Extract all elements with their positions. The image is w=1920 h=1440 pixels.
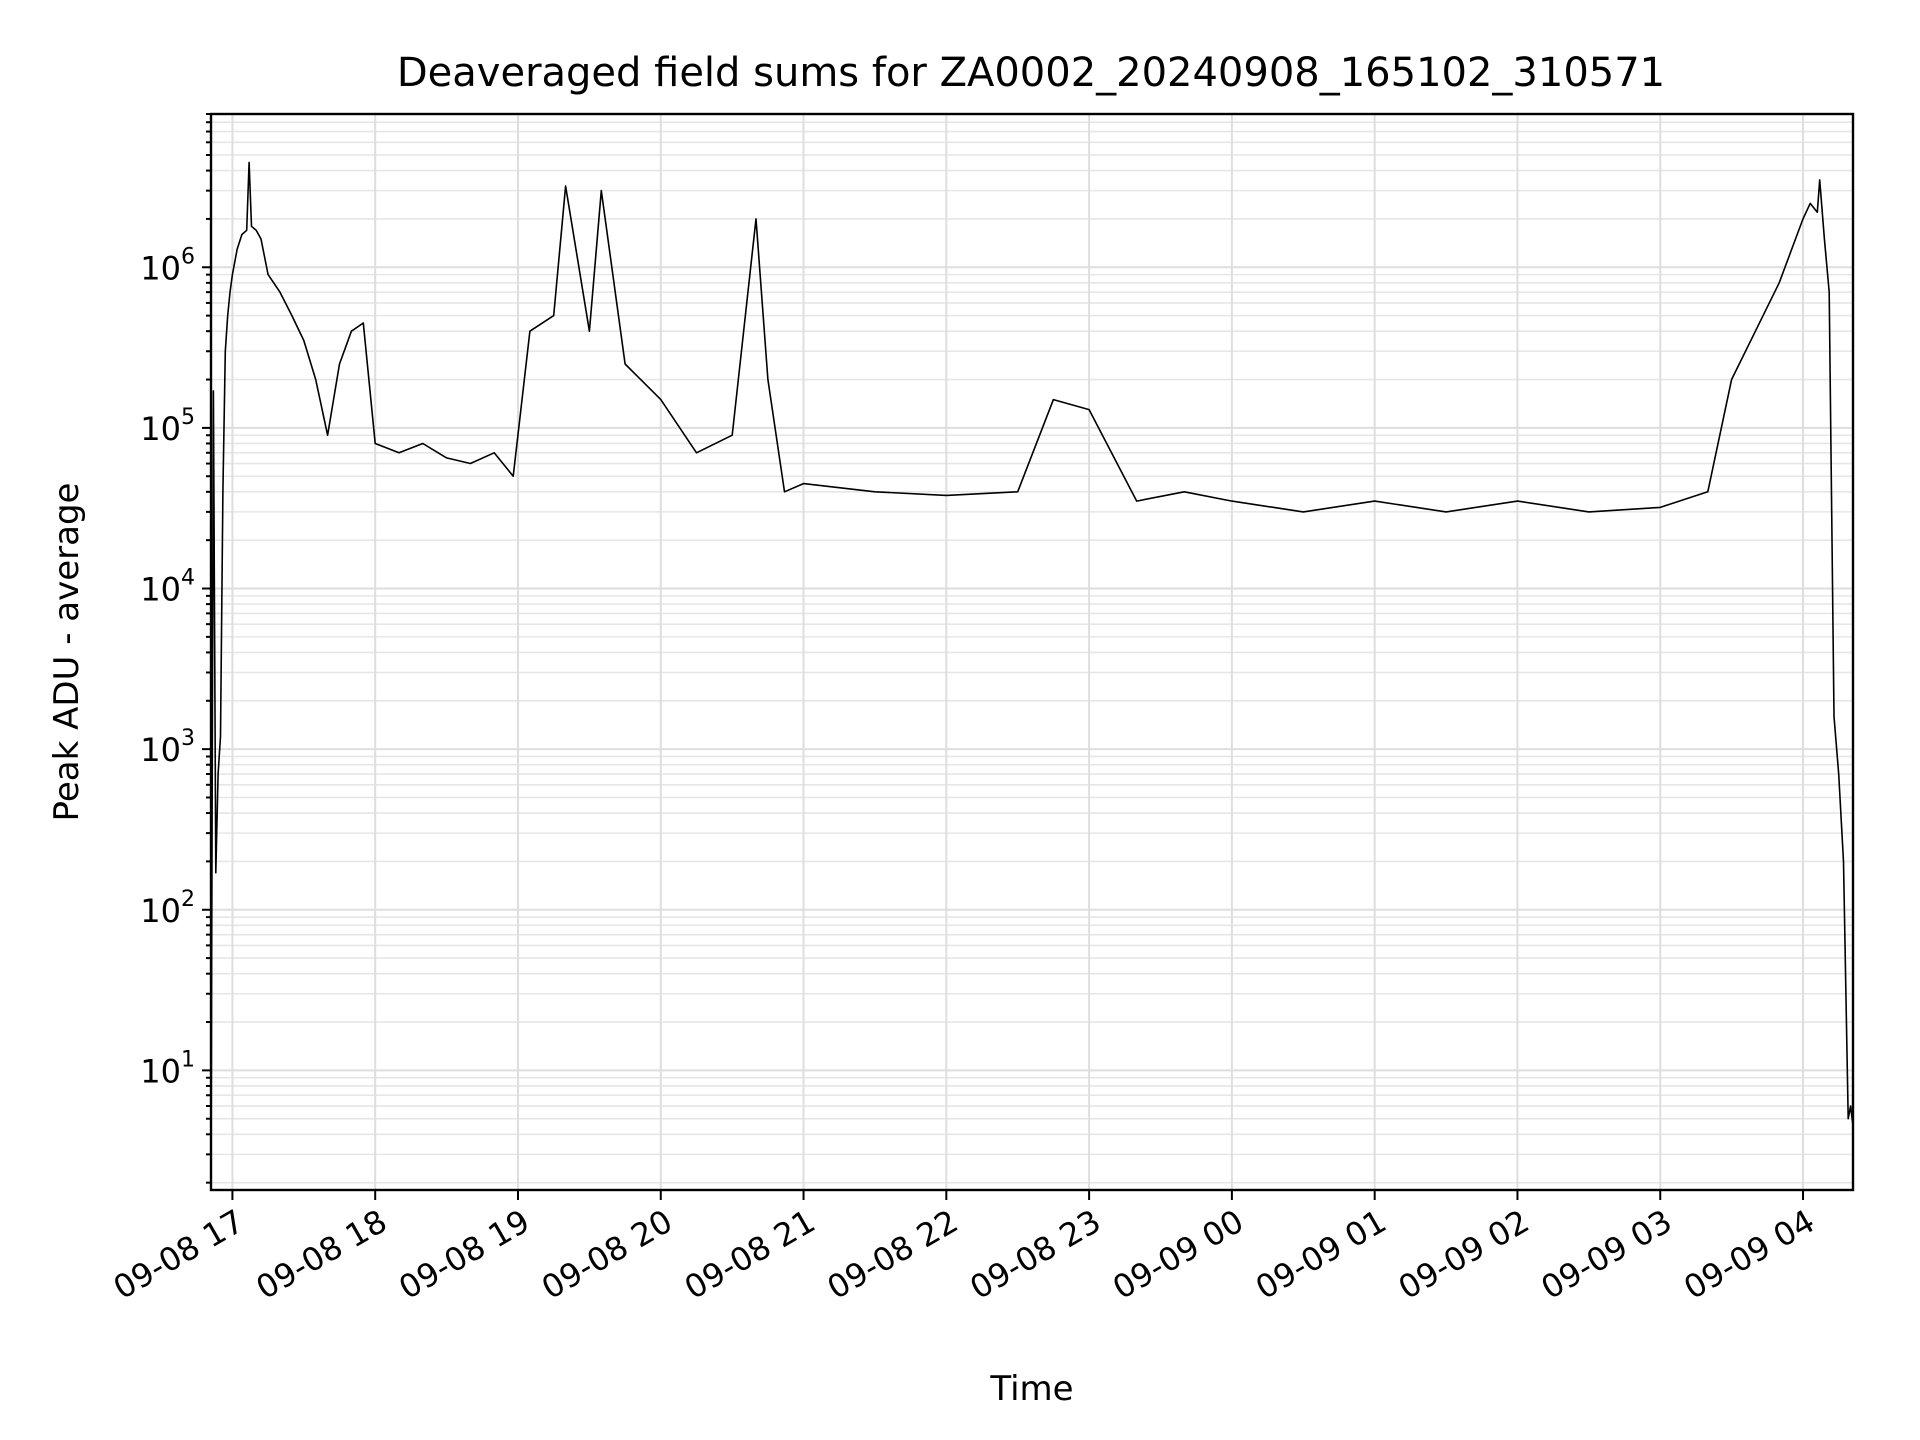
y-axis-label: Peak ADU - average bbox=[47, 483, 87, 822]
x-axis-ticks: 09-08 17 09-08 18 09-08 19 09-08 20 09-08 21… bbox=[107, 1190, 1821, 1307]
x-tick-label: 09-08 17 bbox=[107, 1202, 251, 1307]
y-axis-ticks: 101 102 103 104 105 106 bbox=[140, 244, 211, 1090]
x-tick-label: 09-08 21 bbox=[678, 1202, 822, 1307]
y-tick-label: 102 bbox=[140, 887, 195, 930]
x-axis-label: Time bbox=[989, 1369, 1073, 1409]
x-tick-label: 09-09 04 bbox=[1677, 1202, 1821, 1307]
y-minor-ticks bbox=[206, 113, 211, 1184]
x-tick-label: 09-08 19 bbox=[392, 1202, 536, 1307]
x-tick-label: 09-09 03 bbox=[1535, 1202, 1679, 1307]
y-tick-label: 105 bbox=[140, 405, 195, 448]
y-tick-label: 106 bbox=[140, 244, 195, 287]
y-tick-label: 104 bbox=[140, 566, 195, 609]
x-tick-label: 09-09 00 bbox=[1106, 1202, 1250, 1307]
chart-title: Deaveraged field sums for ZA0002_2024090… bbox=[397, 50, 1665, 96]
major-gridlines bbox=[211, 114, 1853, 1190]
minor-gridlines bbox=[211, 113, 1853, 1184]
y-tick-label: 101 bbox=[140, 1047, 195, 1090]
x-tick-label: 09-09 02 bbox=[1392, 1202, 1536, 1307]
x-tick-label: 09-08 23 bbox=[964, 1202, 1108, 1307]
x-tick-label: 09-08 20 bbox=[535, 1202, 679, 1307]
x-tick-label: 09-08 22 bbox=[821, 1202, 965, 1307]
y-tick-label: 103 bbox=[140, 726, 195, 769]
x-tick-label: 09-08 18 bbox=[250, 1202, 394, 1307]
series-line bbox=[210, 161, 1854, 1183]
x-tick-label: 09-09 01 bbox=[1249, 1202, 1393, 1307]
